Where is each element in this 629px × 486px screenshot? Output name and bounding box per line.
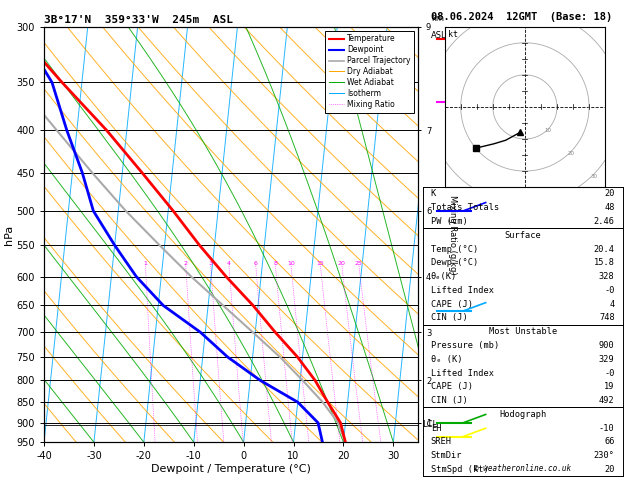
Text: θₑ(K): θₑ(K) — [431, 272, 457, 281]
Text: -0: -0 — [604, 286, 615, 295]
Text: SREH: SREH — [431, 437, 452, 446]
Text: 20: 20 — [567, 151, 574, 156]
Text: 329: 329 — [599, 355, 615, 364]
Text: 30: 30 — [591, 174, 598, 179]
Text: PW (cm): PW (cm) — [431, 217, 467, 226]
Text: Lifted Index: Lifted Index — [431, 368, 494, 378]
Text: 66: 66 — [604, 437, 615, 446]
Text: 19: 19 — [604, 382, 615, 391]
Text: kt: kt — [448, 30, 458, 39]
Text: 3B°17'N  359°33'W  245m  ASL: 3B°17'N 359°33'W 245m ASL — [44, 15, 233, 25]
Text: StmSpd (kt): StmSpd (kt) — [431, 465, 489, 474]
Text: 1: 1 — [143, 260, 147, 266]
Text: Most Unstable: Most Unstable — [489, 327, 557, 336]
Text: 20: 20 — [604, 190, 615, 198]
Text: Hodograph: Hodograph — [499, 410, 547, 419]
Text: 2.46: 2.46 — [594, 217, 615, 226]
Text: EH: EH — [431, 424, 441, 433]
Text: 748: 748 — [599, 313, 615, 322]
Text: 10: 10 — [545, 127, 552, 133]
Text: 10: 10 — [287, 260, 295, 266]
Text: K: K — [431, 190, 436, 198]
X-axis label: Dewpoint / Temperature (°C): Dewpoint / Temperature (°C) — [151, 464, 311, 474]
Text: 48: 48 — [604, 203, 615, 212]
Text: 900: 900 — [599, 341, 615, 350]
Text: 15: 15 — [316, 260, 325, 266]
Text: CAPE (J): CAPE (J) — [431, 300, 472, 309]
Y-axis label: hPa: hPa — [4, 225, 14, 244]
Text: Pressure (mb): Pressure (mb) — [431, 341, 499, 350]
Text: 6: 6 — [254, 260, 258, 266]
Text: 20: 20 — [338, 260, 346, 266]
Text: StmDir: StmDir — [431, 451, 462, 460]
Text: 20: 20 — [604, 465, 615, 474]
Text: θₑ (K): θₑ (K) — [431, 355, 462, 364]
Text: 492: 492 — [599, 396, 615, 405]
Text: km: km — [431, 14, 444, 22]
Text: CIN (J): CIN (J) — [431, 396, 467, 405]
Text: 4: 4 — [610, 300, 615, 309]
Text: Dewp (°C): Dewp (°C) — [431, 259, 478, 267]
Text: © weatheronline.co.uk: © weatheronline.co.uk — [474, 465, 571, 473]
Text: 4: 4 — [227, 260, 231, 266]
Text: 3: 3 — [209, 260, 213, 266]
Text: Mixing Ratio (g/kg): Mixing Ratio (g/kg) — [448, 195, 457, 274]
Text: 230°: 230° — [594, 451, 615, 460]
Text: Surface: Surface — [504, 231, 541, 240]
Text: 2: 2 — [184, 260, 187, 266]
Legend: Temperature, Dewpoint, Parcel Trajectory, Dry Adiabat, Wet Adiabat, Isotherm, Mi: Temperature, Dewpoint, Parcel Trajectory… — [325, 31, 415, 113]
Text: Totals Totals: Totals Totals — [431, 203, 499, 212]
Text: 20.4: 20.4 — [594, 244, 615, 254]
Text: 8: 8 — [274, 260, 277, 266]
Text: CIN (J): CIN (J) — [431, 313, 467, 322]
Text: 15.8: 15.8 — [594, 259, 615, 267]
Text: -10: -10 — [599, 424, 615, 433]
Text: ASL: ASL — [431, 31, 447, 40]
Text: Lifted Index: Lifted Index — [431, 286, 494, 295]
Text: 08.06.2024  12GMT  (Base: 18): 08.06.2024 12GMT (Base: 18) — [431, 12, 612, 22]
Text: -0: -0 — [604, 368, 615, 378]
Text: 25: 25 — [355, 260, 363, 266]
Text: LCL: LCL — [422, 420, 437, 429]
Text: 328: 328 — [599, 272, 615, 281]
Text: CAPE (J): CAPE (J) — [431, 382, 472, 391]
Text: Temp (°C): Temp (°C) — [431, 244, 478, 254]
